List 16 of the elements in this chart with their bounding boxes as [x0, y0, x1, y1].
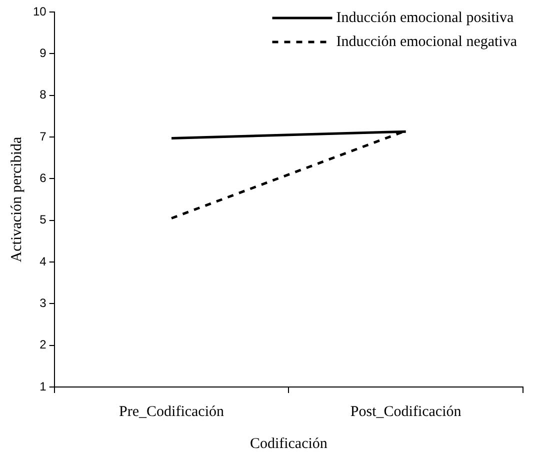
legend-label: Inducción emocional positiva	[336, 10, 514, 26]
y-tick-label: 5	[40, 212, 47, 227]
y-axis-title: Activación percibida	[8, 136, 25, 262]
y-tick-label: 2	[40, 338, 47, 352]
y-tick-label: 4	[40, 254, 47, 268]
y-tick-label: 9	[40, 46, 47, 60]
y-tick-label: 3	[40, 296, 47, 310]
legend-label: Inducción emocional negativa	[336, 34, 518, 50]
x-tick-label: Pre_Codificación	[119, 404, 224, 420]
y-tick-label: 6	[40, 170, 47, 185]
y-tick-label: 1	[40, 379, 47, 394]
y-tick-label: 8	[40, 88, 47, 102]
x-axis-title: Codificación	[250, 436, 328, 452]
y-tick-label: 7	[40, 129, 47, 144]
y-tick-label: 10	[32, 4, 47, 18]
x-tick-label: Post_Codificación	[350, 404, 462, 420]
